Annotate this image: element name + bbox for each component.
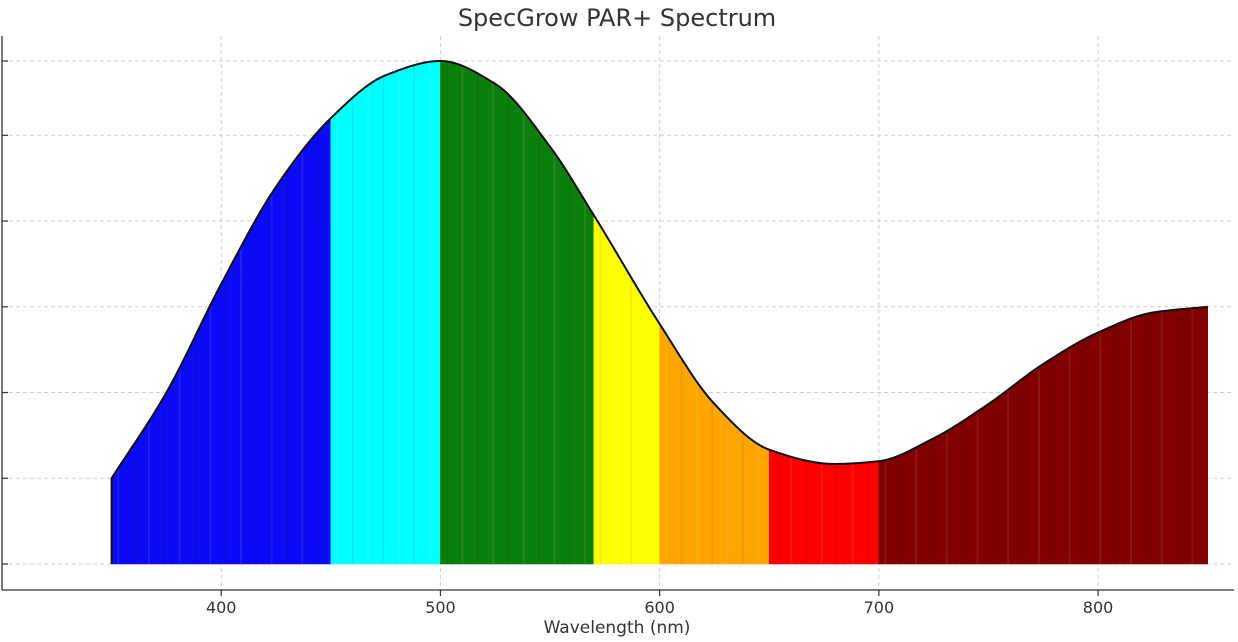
spectrum-bands [111,60,1208,565]
x-tick-label: 700 [864,598,895,617]
x-tick-label: 500 [425,598,456,617]
band-far-red [878,306,1208,565]
band-far-red-texture [884,309,1194,564]
band-green-texture [446,62,587,564]
band-red-texture [774,452,869,564]
band-cyan [330,60,441,565]
band-blue-texture [117,132,319,564]
band-red [768,449,880,565]
band-yellow [593,214,660,565]
band-orange-texture [665,335,760,564]
curve-layer [110,59,1208,564]
axes [1,36,1234,591]
tick-layer: 400 500 600 700 800 [2,60,1114,617]
chart-title: SpecGrow PAR+ Spectrum [458,4,776,32]
band-yellow-texture [599,226,648,564]
spectrum-curve [110,59,1208,479]
x-axis-label: Wavelength (nm) [544,618,691,638]
band-green [440,60,595,565]
x-tick-label: 800 [1083,598,1114,617]
band-cyan-texture [336,62,431,564]
x-tick-label: 600 [644,598,675,617]
x-tick-label: 400 [206,598,237,617]
band-orange [659,322,770,565]
